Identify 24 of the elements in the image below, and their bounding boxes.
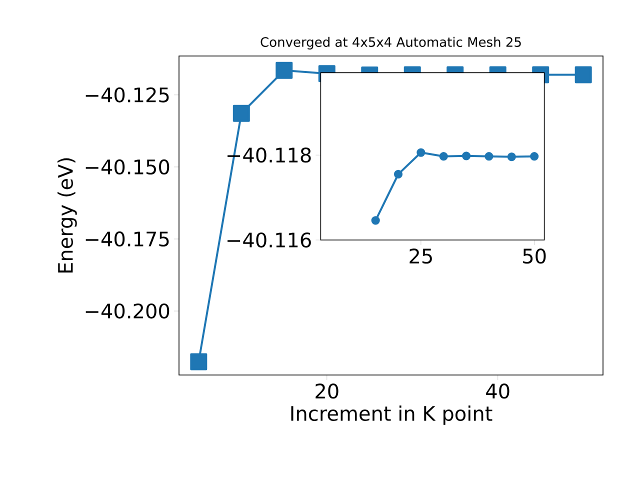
y-axis-title: Energy (eV) (58, 158, 77, 273)
point (484, 152, 494, 161)
point (574, 66, 592, 84)
y-tick-label: −40.175 (86, 231, 169, 247)
point (371, 216, 380, 225)
point (394, 170, 403, 178)
y-tick-label: −40.116 (228, 232, 311, 248)
y-tick-label: −40.200 (86, 303, 170, 319)
x-tick-label: 25 (410, 248, 432, 264)
point (439, 152, 448, 161)
point (416, 148, 426, 157)
x-tick-label: 20 (316, 384, 338, 399)
point (190, 353, 208, 370)
point (530, 152, 539, 161)
point (462, 152, 471, 160)
point (276, 62, 293, 79)
x-axis-title: Increment in K point (291, 406, 492, 425)
x-tick-label: 50 (523, 248, 546, 264)
x-tick-label: 40 (486, 384, 510, 399)
y-tick-label: −40.125 (86, 87, 169, 102)
y-tick-label: −40.150 (86, 159, 170, 175)
chart-title: Converged at 4x5x4 Automatic Mesh 25 (260, 36, 521, 50)
point (507, 152, 516, 162)
point (232, 104, 250, 122)
